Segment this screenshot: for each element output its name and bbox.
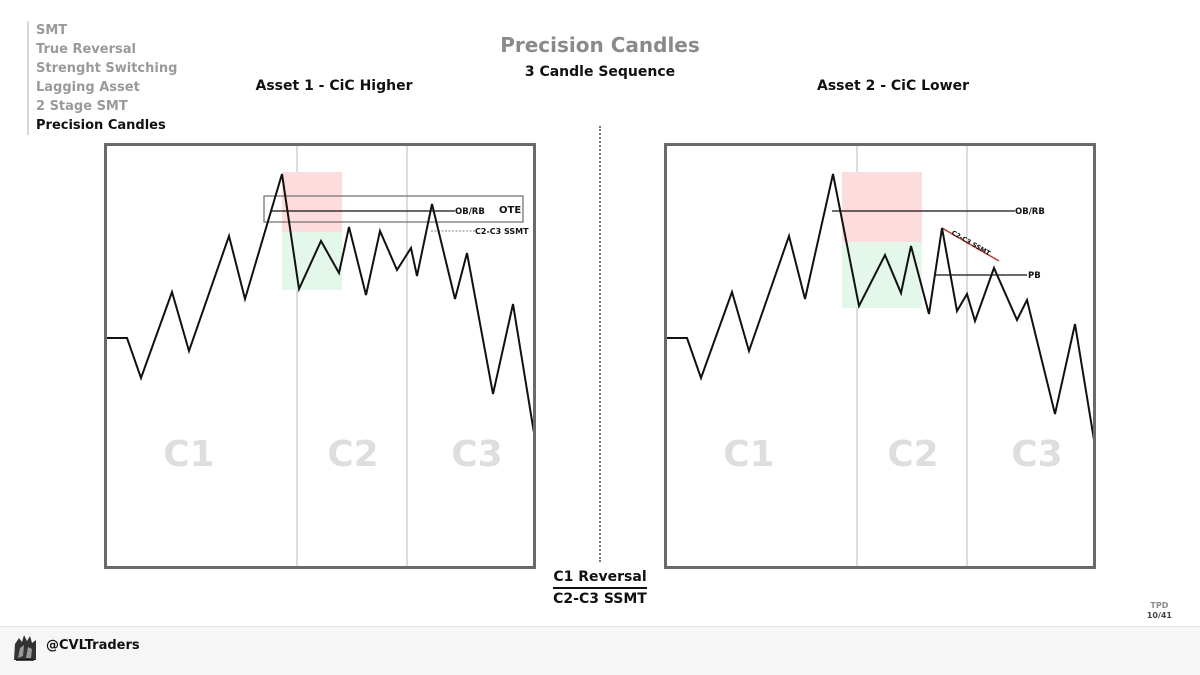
asset1-ssmt-label: C2-C3 SSMT	[475, 227, 529, 236]
nav-item-strength-switching[interactable]: Strenght Switching	[36, 61, 178, 76]
asset1-c2-label: C2	[327, 434, 378, 475]
page-subtitle: 3 Candle Sequence	[524, 64, 676, 80]
page-number-label: TPD 10/41	[1147, 601, 1172, 621]
conclusion-fraction: C1 Reversal C2-C3 SSMT	[540, 569, 660, 607]
asset1-title: Asset 1 - CiC Higher	[255, 78, 413, 94]
asset2-diagram-panel: OB/RB PB C2-C3 SSMT C1 C2 C3	[664, 143, 1096, 569]
page-number: 10/41	[1146, 611, 1172, 620]
asset1-premium-zone	[282, 172, 342, 232]
asset2-ssmt-label: C2-C3 SSMT	[950, 229, 992, 258]
asset2-c2-label: C2	[887, 434, 938, 475]
page-tag: TPD	[1150, 601, 1169, 610]
asset2-price-path	[667, 173, 1093, 440]
asset1-diagram-panel: OB/RB OTE C2-C3 SSMT C1 C2 C3	[104, 143, 536, 569]
asset2-title: Asset 2 - CiC Lower	[817, 78, 969, 94]
nav-item-smt[interactable]: SMT	[36, 23, 68, 38]
asset1-ob-rb-label: OB/RB	[455, 207, 485, 217]
brand-logo-icon	[14, 635, 36, 661]
topic-nav: SMT True Reversal Strenght Switching Lag…	[27, 21, 177, 135]
asset1-c1-label: C1	[163, 434, 214, 475]
conclusion-top: C1 Reversal	[553, 569, 647, 589]
asset1-price-path	[107, 173, 533, 434]
asset2-c3-label: C3	[1011, 434, 1062, 475]
asset1-c3-label: C3	[451, 434, 502, 475]
nav-item-true-reversal[interactable]: True Reversal	[36, 42, 136, 57]
nav-item-lagging-asset[interactable]: Lagging Asset	[36, 80, 140, 95]
asset2-pb-label: PB	[1028, 271, 1041, 281]
conclusion-bottom: C2-C3 SSMT	[553, 591, 647, 607]
center-divider	[599, 126, 601, 562]
page-title: Precision Candles	[500, 33, 700, 57]
asset2-premium-zone	[842, 172, 922, 242]
footer-handle[interactable]: @CVLTraders	[46, 638, 140, 653]
asset2-diagram: OB/RB PB C2-C3 SSMT C1 C2 C3	[667, 146, 1093, 566]
nav-item-2-stage-smt[interactable]: 2 Stage SMT	[36, 99, 128, 114]
asset1-ote-label: OTE	[499, 205, 521, 216]
asset2-ob-rb-label: OB/RB	[1015, 207, 1045, 217]
nav-item-precision-candles[interactable]: Precision Candles	[36, 118, 166, 133]
asset2-ssmt-line	[941, 227, 1000, 262]
asset2-c1-label: C1	[723, 434, 774, 475]
asset1-diagram: OB/RB OTE C2-C3 SSMT C1 C2 C3	[107, 146, 533, 566]
asset1-ote-box	[263, 195, 524, 223]
footer-bar	[0, 626, 1200, 675]
